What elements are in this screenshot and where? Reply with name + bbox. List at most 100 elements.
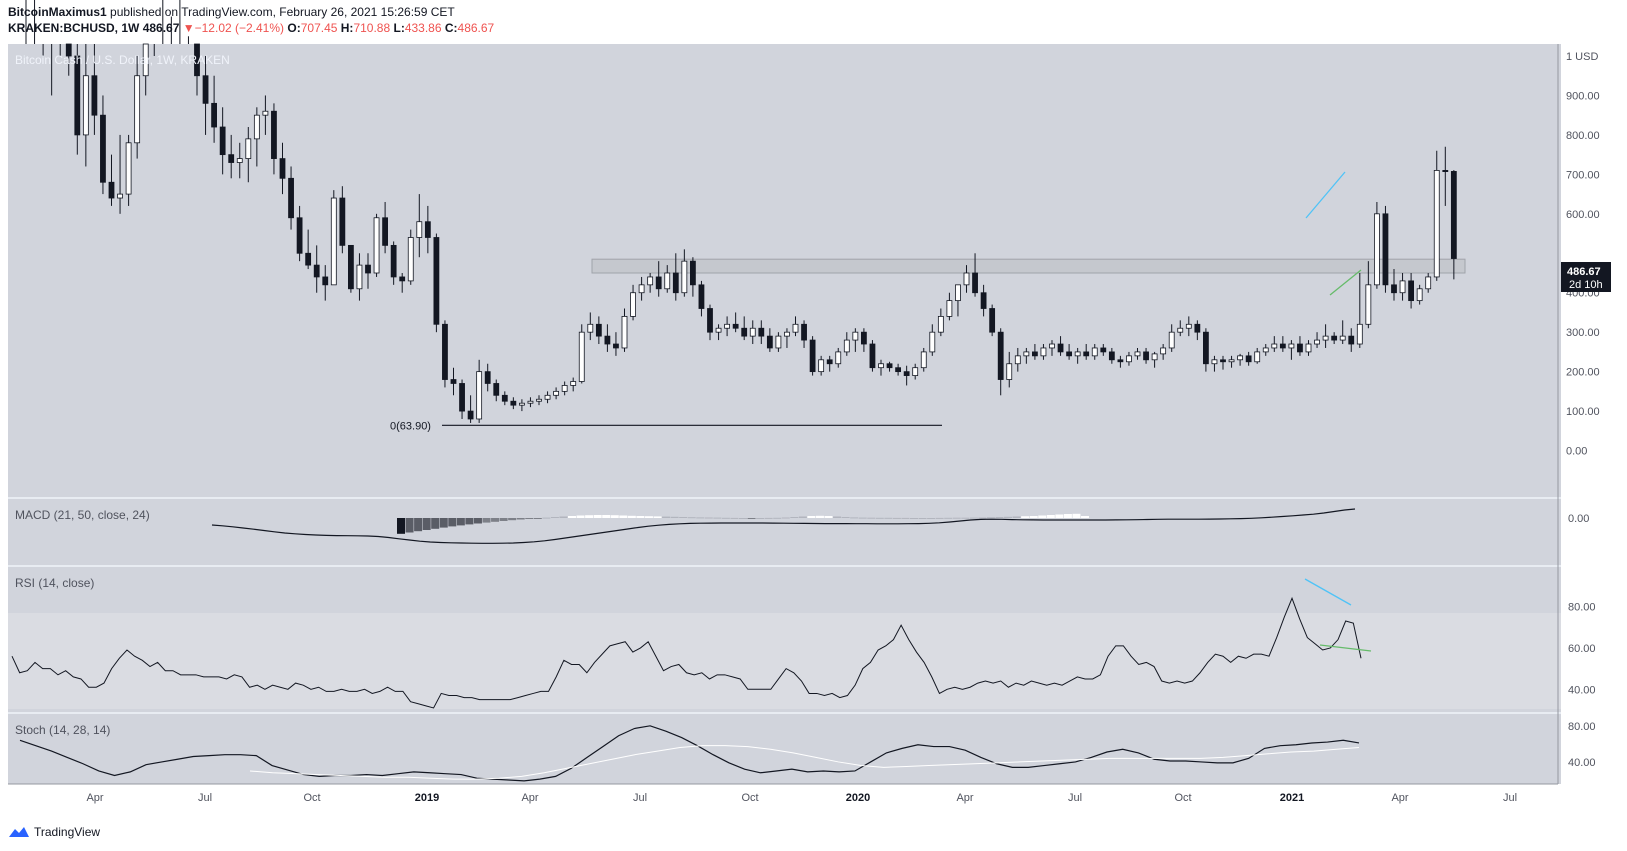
candle xyxy=(835,347,842,368)
candle xyxy=(758,320,765,345)
macd-histogram-bar xyxy=(824,516,833,518)
main-pane-title: Bitcoin Cash / U.S. Dollar, 1W, KRAKEN xyxy=(15,53,230,67)
candle xyxy=(707,304,713,341)
candle xyxy=(1014,347,1021,372)
macd-histogram-bar xyxy=(952,517,961,519)
candle xyxy=(741,316,748,341)
candle xyxy=(681,249,688,297)
candle xyxy=(1391,269,1397,301)
candle xyxy=(843,332,850,356)
last-price-marker: 486.67 2d 10h xyxy=(1561,262,1611,292)
time-tick-label: 2021 xyxy=(1280,792,1304,804)
price-label: 486.67 xyxy=(142,21,180,35)
candle xyxy=(672,253,679,301)
time-tick-label: Jul xyxy=(198,792,212,804)
macd-histogram-bar xyxy=(516,518,525,520)
candle xyxy=(698,280,705,317)
price-tick-label: 100.00 xyxy=(1566,406,1600,418)
candle xyxy=(134,56,141,159)
macd-histogram-bar xyxy=(619,515,628,518)
time-tick-label: 2019 xyxy=(415,792,439,804)
footer-brand[interactable]: TradingView xyxy=(8,825,100,839)
macd-histogram-bar xyxy=(781,517,790,519)
macd-series: 0.00 xyxy=(211,508,1589,544)
candle xyxy=(1348,328,1355,352)
candle xyxy=(963,265,970,293)
rsi-trend-line-blue[interactable] xyxy=(1304,578,1352,606)
author-name[interactable]: BitcoinMaximus1 xyxy=(8,5,107,19)
candle xyxy=(476,359,483,423)
candle xyxy=(536,395,542,406)
candle xyxy=(1117,355,1124,368)
candle xyxy=(1203,328,1209,372)
macd-histogram-bar xyxy=(995,517,1004,518)
candle xyxy=(630,284,636,321)
close-label: C: xyxy=(444,21,458,35)
candle xyxy=(895,363,901,376)
candle xyxy=(1151,351,1158,368)
price-axis[interactable]: 1 USD900.00800.00700.00600.00400.00300.0… xyxy=(1566,51,1600,458)
candle xyxy=(613,332,619,356)
price-trend-line-green[interactable] xyxy=(1329,269,1362,296)
macd-histogram-bar xyxy=(858,517,867,519)
candle xyxy=(484,363,491,392)
candle xyxy=(1220,355,1226,370)
candle xyxy=(570,377,577,392)
time-axis[interactable]: Apr Jul Oct 2019 Apr Jul Oct 2020 Apr Jul Oct 2021 A… xyxy=(86,792,1517,804)
macd-histogram-bar xyxy=(944,517,953,519)
candle xyxy=(1066,344,1072,360)
rsi-trend-line-green[interactable] xyxy=(1319,644,1372,652)
candle xyxy=(365,253,371,289)
time-tick-label: Jul xyxy=(633,792,647,804)
candle xyxy=(1160,344,1167,360)
time-tick-label: Jul xyxy=(1503,792,1517,804)
candle xyxy=(1297,336,1303,356)
low-value: 433.86 xyxy=(404,21,442,35)
macd-histogram-bar xyxy=(542,517,551,519)
stoch-series: 80.00 40.00 xyxy=(19,721,1596,782)
macd-histogram-bar xyxy=(448,518,457,527)
candle xyxy=(442,320,448,388)
stoch-tick-label: 80.00 xyxy=(1568,721,1596,733)
candle xyxy=(980,284,987,317)
candle xyxy=(715,324,722,341)
candle xyxy=(202,56,209,135)
candle xyxy=(997,328,1004,396)
price-trend-line-blue[interactable] xyxy=(1305,171,1346,219)
macd-histogram-bar xyxy=(525,518,534,519)
candle xyxy=(501,391,508,406)
time-tick-label: Apr xyxy=(956,792,973,804)
candle xyxy=(330,190,337,286)
candle xyxy=(271,103,277,175)
macd-histogram-bar xyxy=(482,518,491,523)
macd-histogram-bar xyxy=(1063,514,1072,518)
candle xyxy=(1425,273,1432,293)
price-tick-label: 800.00 xyxy=(1566,130,1600,142)
candle xyxy=(416,194,423,258)
macd-histogram-bar xyxy=(850,517,859,519)
candle xyxy=(228,134,235,179)
resistance-zone[interactable] xyxy=(591,258,1466,274)
candle xyxy=(784,328,790,348)
candle xyxy=(347,244,354,293)
candle xyxy=(1365,261,1372,329)
candle xyxy=(1288,340,1295,360)
candle xyxy=(818,355,825,376)
candle xyxy=(91,44,98,135)
macd-histogram-bar xyxy=(576,515,585,518)
change-label: −12.02 (−2.41%) xyxy=(194,21,285,35)
candle xyxy=(1271,336,1278,352)
candle xyxy=(433,233,440,333)
macd-histogram-bar xyxy=(730,517,739,519)
candle xyxy=(1091,344,1098,360)
candlestick-series xyxy=(25,0,1457,423)
candle xyxy=(1305,340,1312,356)
candle xyxy=(749,320,756,345)
macd-histogram-bar xyxy=(1004,516,1013,518)
candle xyxy=(621,308,628,352)
candle xyxy=(544,391,551,404)
stoch-k-line xyxy=(19,725,1360,782)
macd-histogram-bar xyxy=(465,518,474,525)
candle xyxy=(1083,344,1090,360)
